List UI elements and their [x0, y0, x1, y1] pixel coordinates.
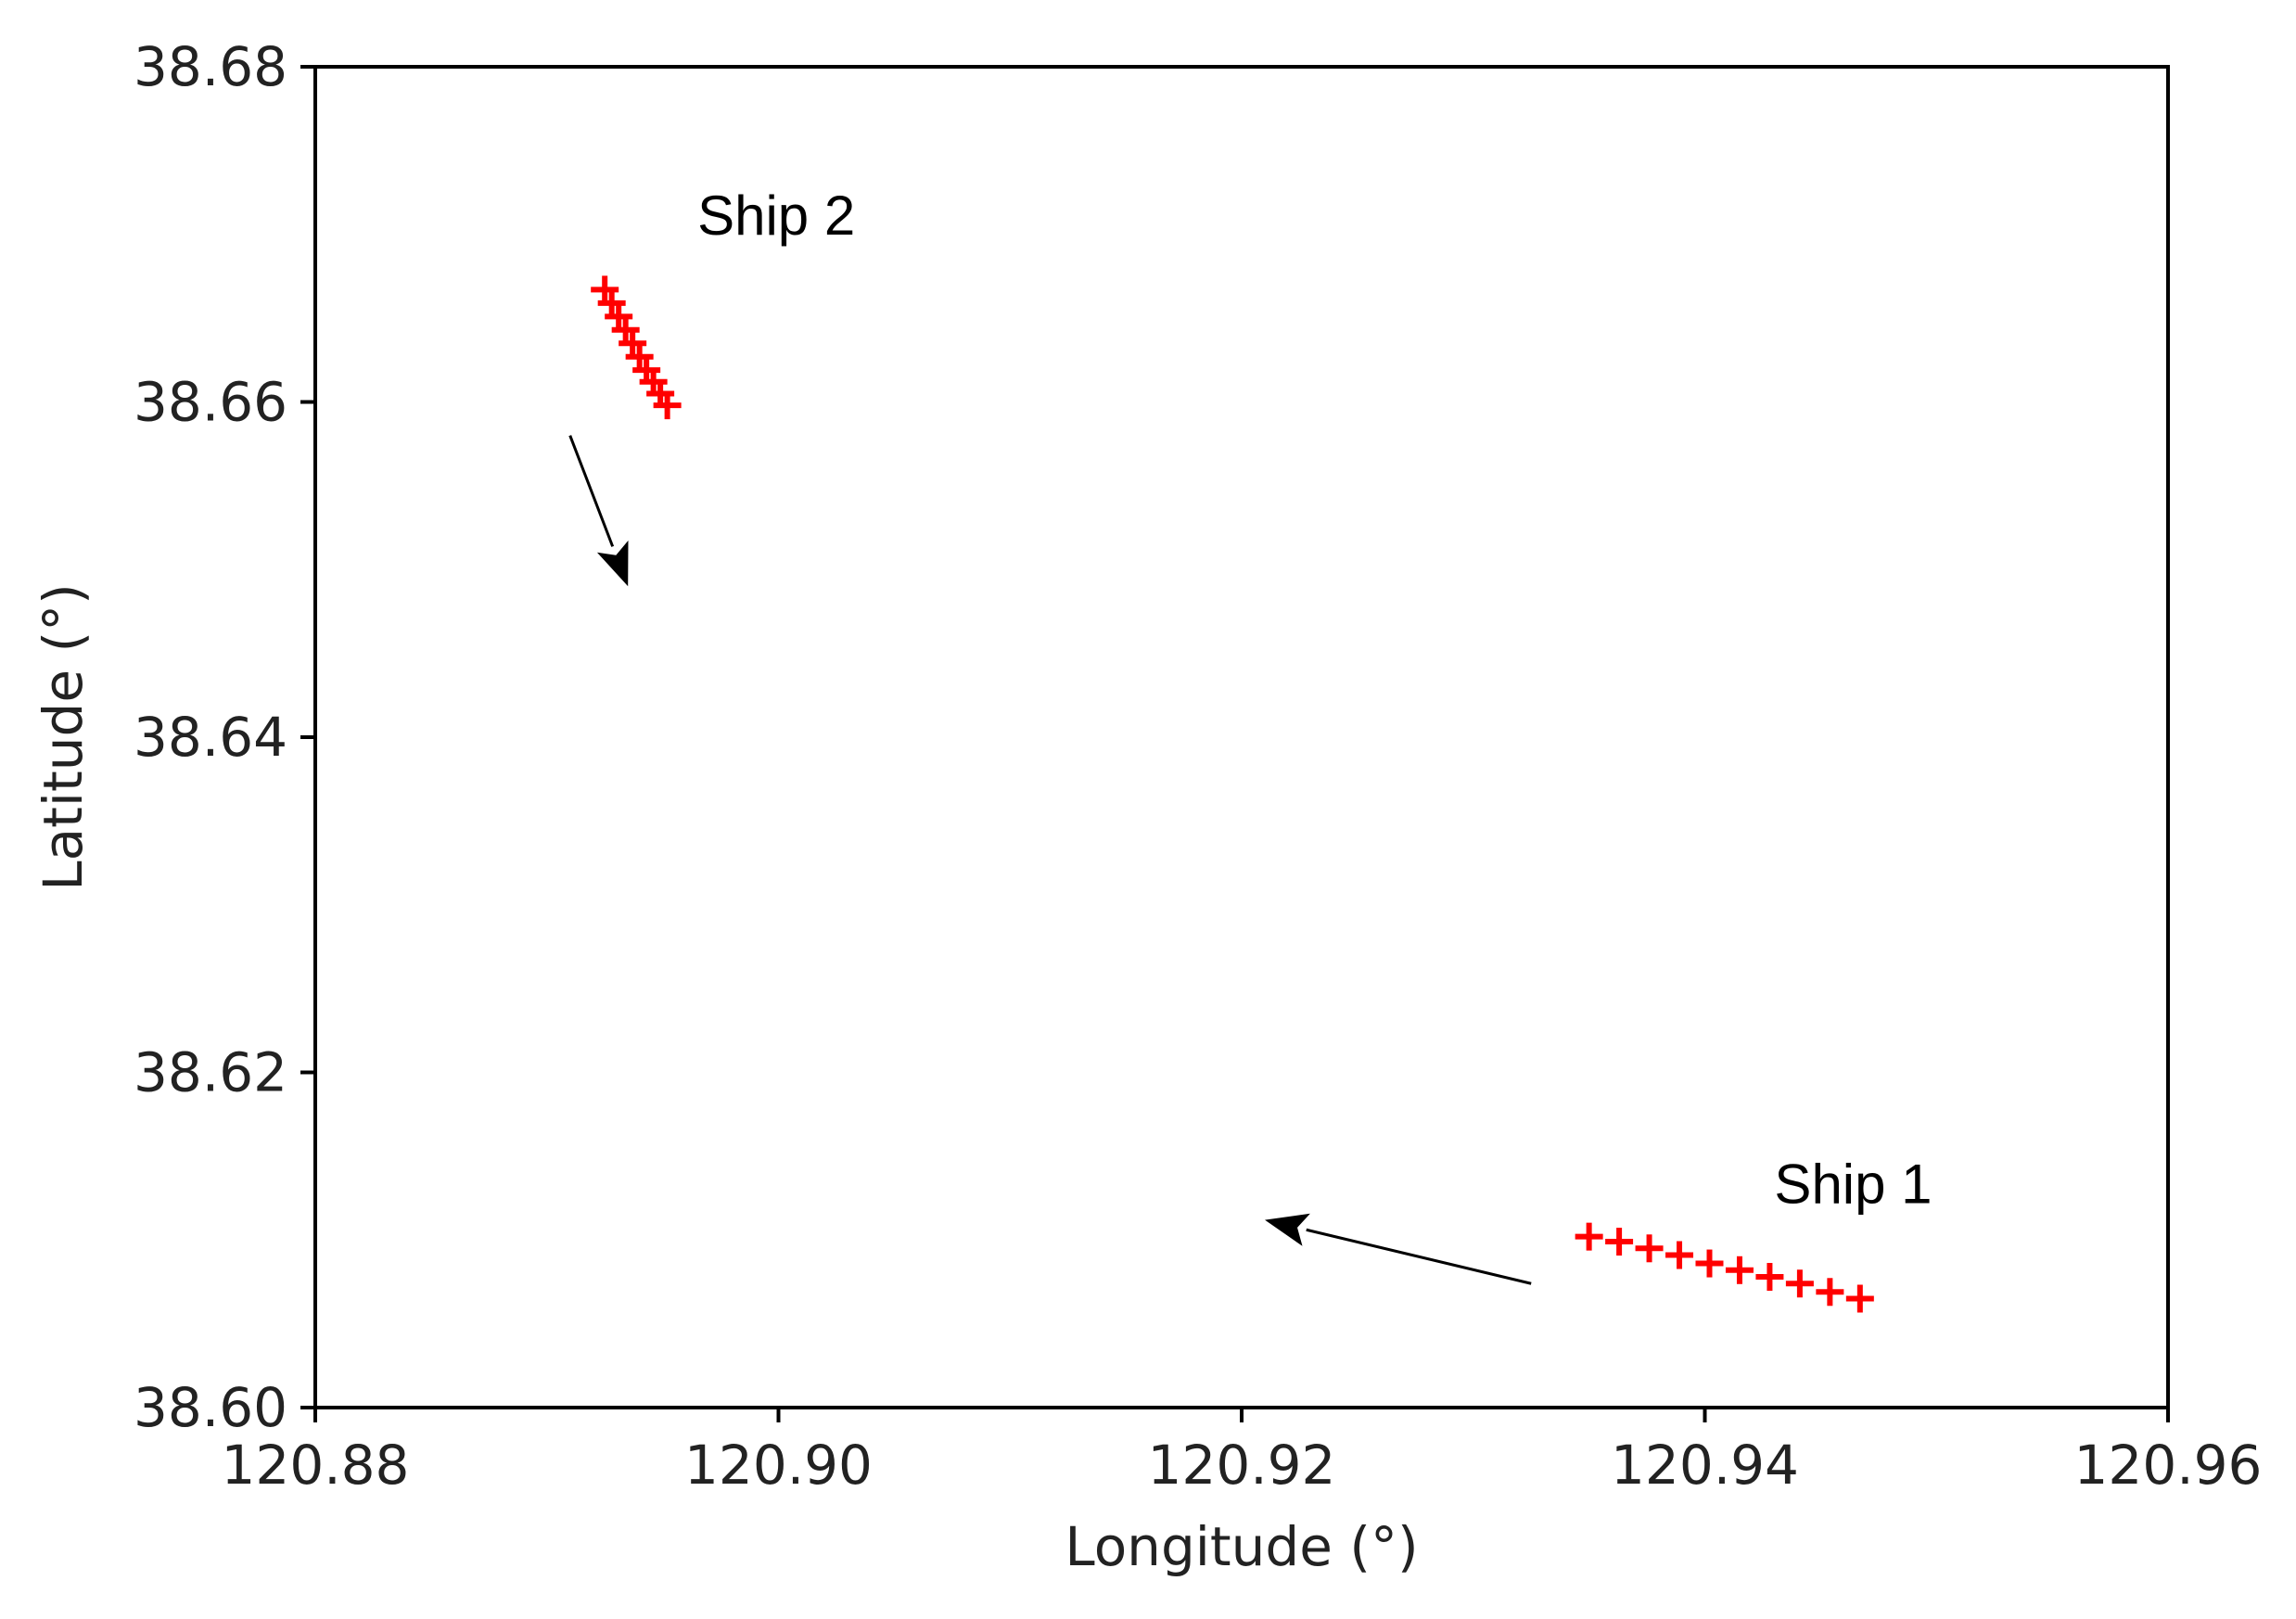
data-point-marker — [597, 288, 626, 317]
ship2-label: Ship 2 — [697, 185, 855, 247]
data-point-marker — [1605, 1228, 1634, 1256]
y-axis-ticks: 38.60 38.62 38.64 38.66 38.68 — [134, 35, 315, 1439]
data-point-marker — [1785, 1269, 1814, 1298]
data-point-marker — [611, 315, 640, 344]
data-point-marker — [605, 302, 633, 331]
data-point-marker — [1816, 1278, 1844, 1307]
arrow-shaft — [1306, 1228, 1532, 1285]
y-axis-label: Latitude (°) — [32, 583, 95, 890]
data-point-marker — [1755, 1263, 1784, 1292]
x-tick-label: 120.96 — [2074, 1434, 2263, 1497]
arrow-head — [596, 540, 629, 587]
arrow-shaft — [568, 435, 615, 547]
x-tick-label: 120.92 — [1148, 1434, 1336, 1497]
data-point-marker — [1845, 1284, 1874, 1313]
data-point-marker — [591, 275, 619, 304]
ship2-direction-arrow — [568, 435, 629, 587]
data-point-marker — [653, 391, 682, 420]
arrow-head — [1265, 1213, 1310, 1246]
x-tick-label: 120.88 — [222, 1434, 410, 1497]
ship1-label: Ship 1 — [1774, 1153, 1932, 1215]
data-point-marker — [1665, 1241, 1694, 1269]
data-point-marker — [1635, 1234, 1664, 1263]
data-point-marker — [1725, 1256, 1754, 1284]
x-tick-label: 120.94 — [1611, 1434, 1799, 1497]
y-tick-label: 38.66 — [134, 371, 287, 434]
y-tick-label: 38.68 — [134, 35, 287, 98]
y-tick-label: 38.64 — [134, 706, 287, 769]
ship1-direction-arrow — [1265, 1213, 1532, 1285]
data-point-marker — [1695, 1249, 1724, 1278]
x-tick-label: 120.90 — [684, 1434, 873, 1497]
annotations: Ship 1 Ship 2 — [568, 185, 1932, 1285]
data-point-marker — [625, 342, 654, 371]
x-axis-ticks: 120.88 120.90 120.92 120.94 120.96 — [222, 1408, 2263, 1497]
x-axis-label: Longitude (°) — [1065, 1515, 1418, 1578]
data-point-marker — [619, 329, 647, 358]
data-point-marker — [1575, 1222, 1603, 1251]
y-tick-label: 38.60 — [134, 1376, 287, 1439]
y-tick-label: 38.62 — [134, 1041, 287, 1104]
plot-marks — [591, 275, 1874, 1313]
